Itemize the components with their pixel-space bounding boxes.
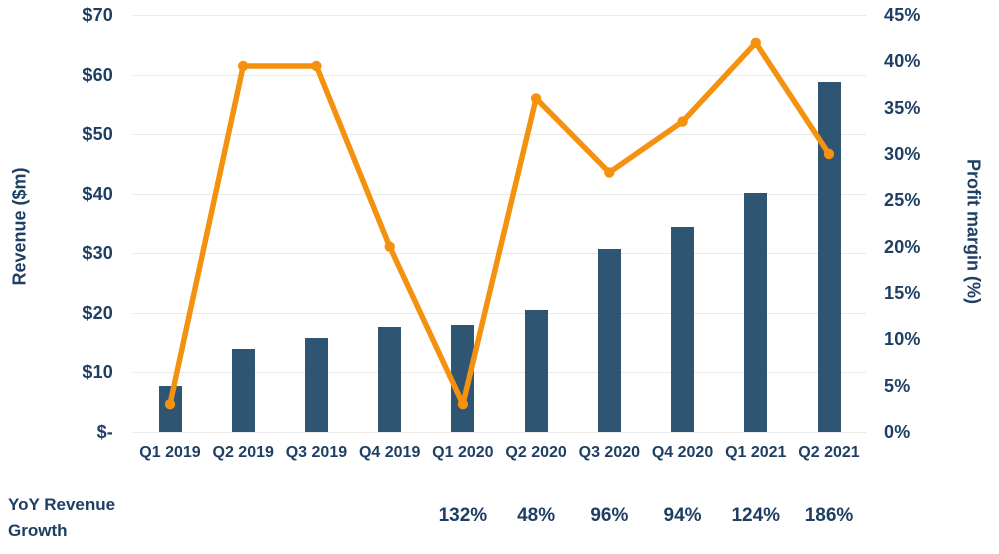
revenue-bar xyxy=(304,338,328,432)
profit-margin-line xyxy=(164,37,835,410)
growth-value: 96% xyxy=(590,505,629,526)
growth-value: 94% xyxy=(663,505,702,526)
line-marker xyxy=(750,37,761,48)
line-marker xyxy=(823,148,835,160)
y-tick-left: $20 xyxy=(82,302,113,323)
x-label: Q2 2019 xyxy=(212,444,274,461)
gridline xyxy=(133,372,866,374)
line-marker xyxy=(238,60,249,72)
growth-value: 124% xyxy=(731,505,781,526)
revenue-bar xyxy=(378,326,402,432)
line-marker xyxy=(311,60,322,72)
line-marker xyxy=(677,116,688,127)
profit-line-path xyxy=(167,40,832,407)
right-axis-title: Profit margin (%) xyxy=(963,158,984,304)
growth-value: 48% xyxy=(517,505,556,526)
gridline xyxy=(133,74,866,76)
y-tick-left: $70 xyxy=(82,5,113,25)
x-label: Q1 2021 xyxy=(725,444,787,461)
y-tick-right: 35% xyxy=(884,97,921,118)
y-tick-right: 10% xyxy=(884,329,921,350)
line-marker xyxy=(530,93,542,104)
x-label: Q3 2019 xyxy=(285,444,348,461)
x-label: Q2 2020 xyxy=(505,444,567,461)
y-tick-right: 5% xyxy=(884,375,911,396)
gridline xyxy=(133,15,866,16)
x-label: Q4 2019 xyxy=(358,444,421,461)
y-tick-right: 45% xyxy=(884,5,921,25)
gridline xyxy=(133,312,866,314)
growth-row-label: YoY Revenue Growth xyxy=(8,495,116,540)
line-marker xyxy=(164,399,176,410)
revenue-bar xyxy=(671,227,695,432)
y-tick-left: $60 xyxy=(82,64,113,85)
revenue-bar xyxy=(597,248,621,432)
y-tick-left: $10 xyxy=(82,362,113,383)
y-tick-left: $- xyxy=(96,422,113,442)
revenue-bar xyxy=(231,349,255,432)
y-tick-right: 15% xyxy=(884,283,921,303)
y-tick-right: 20% xyxy=(884,236,921,257)
line-marker xyxy=(604,167,615,178)
revenue-bar xyxy=(744,192,768,432)
x-label: Q1 2019 xyxy=(139,444,201,461)
line-marker xyxy=(384,241,395,252)
line-marker xyxy=(457,399,469,410)
y-tick-right: 0% xyxy=(884,422,911,442)
y-tick-left: $30 xyxy=(82,243,113,264)
gridline xyxy=(133,193,866,195)
left-axis-title: Revenue ($m) xyxy=(9,167,30,286)
revenue-bar xyxy=(524,309,548,432)
y-tick-left: $40 xyxy=(82,183,113,204)
x-label: Q2 2021 xyxy=(798,444,860,461)
growth-value: 186% xyxy=(804,505,854,526)
growth-value: 132% xyxy=(438,505,488,526)
revenue-bar xyxy=(817,81,841,432)
x-label: Q4 2020 xyxy=(651,444,714,461)
revenue-bar xyxy=(451,324,475,432)
x-label: Q3 2020 xyxy=(578,444,641,461)
y-tick-right: 30% xyxy=(884,144,921,164)
gridline xyxy=(133,134,866,136)
x-label: Q1 2020 xyxy=(432,444,494,461)
gridline xyxy=(133,432,866,433)
y-tick-right: 25% xyxy=(884,190,921,211)
y-tick-left: $50 xyxy=(82,124,113,145)
y-tick-right: 40% xyxy=(884,51,921,72)
